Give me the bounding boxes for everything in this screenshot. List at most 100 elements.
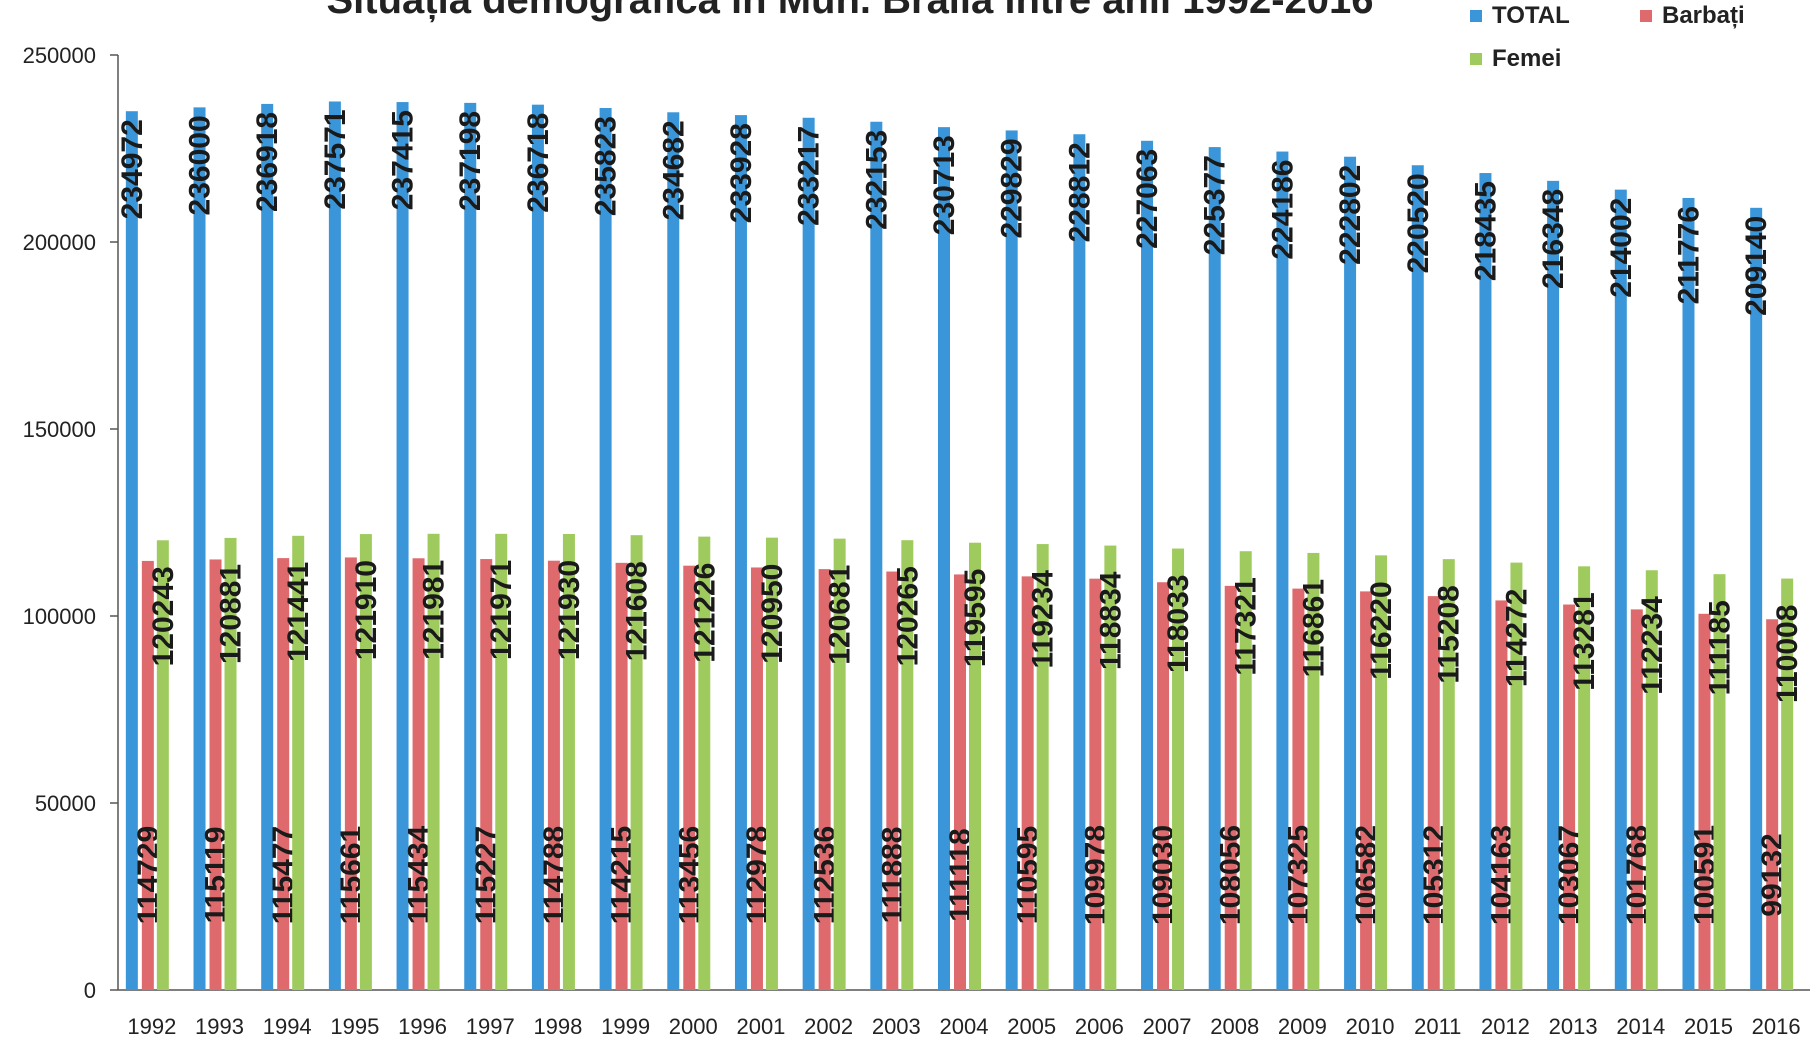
data-label: 120681 [824,565,857,665]
bar-barba-i: Barbați 2015: 100591 [1698,613,1711,990]
bar-total: TOTAL 2007: 227063 [1141,140,1154,991]
x-tick-label: 2008 [1210,1014,1259,1039]
bar-total: TOTAL 2010: 222802 [1344,156,1357,990]
data-label: 218435 [1469,181,1502,281]
bar-femei: Femei 2002: 120681 [833,538,846,990]
x-tick-label: 2012 [1481,1014,1530,1039]
data-label: 115208 [1433,585,1466,683]
x-tick-label: 2003 [872,1014,921,1039]
y-tick-label: 0 [84,978,96,1003]
bar-femei: Femei 2004: 119595 [969,542,981,990]
bar-total: TOTAL 2016: 209140 [1750,207,1763,990]
x-tick-label: 2002 [804,1014,853,1039]
bar-barba-i: Barbați 2007: 109030 [1157,582,1170,990]
x-tick-label: 1996 [398,1014,447,1039]
legend-swatch [1470,53,1482,65]
data-label: 236718 [522,113,555,213]
bar-total: TOTAL 1999: 235823 [599,108,612,991]
bar-femei: Femei 2005: 119234 [1036,544,1049,990]
x-tick-label: 1994 [263,1014,312,1039]
data-label: 234682 [657,120,690,220]
x-tick-label: 2007 [1143,1014,1192,1039]
x-tick-label: 2011 [1414,1014,1461,1039]
bar-femei: Femei 1994: 121441 [292,535,305,990]
bar-barba-i: Barbați 2000: 113456 [683,565,696,990]
x-tick-label: 1995 [330,1014,379,1039]
bar-total: TOTAL 2005: 229829 [1005,130,1018,990]
bar-femei: Femei 2006: 118834 [1104,545,1117,990]
data-label: 235823 [590,116,623,216]
data-label: 230713 [928,135,961,235]
bar-total: TOTAL 2004: 230713 [938,127,950,991]
bar-barba-i: Barbați 2009: 107325 [1292,588,1305,990]
data-label: 236000 [184,115,217,215]
bar-femei: Femei 1999: 121608 [630,535,643,990]
bar-total: TOTAL 2014: 214002 [1614,189,1627,991]
bar-barba-i: Barbați 1999: 114215 [615,562,628,990]
bar-barba-i: Barbați 2013: 103067 [1563,604,1576,990]
x-tick-label: 1997 [466,1014,515,1039]
bar-barba-i: Barbați 2005: 110595 [1021,576,1034,990]
data-label: 121910 [350,560,383,660]
x-tick-label: 2000 [669,1014,718,1039]
data-label: 233928 [725,123,758,223]
bar-barba-i: Barbați 2010: 106582 [1360,591,1373,990]
data-label: 216348 [1537,189,1570,289]
y-tick-label: 200000 [23,230,96,255]
bar-femei: Femei 2007: 118033 [1172,548,1185,990]
bar-femei: Femei 2008: 117321 [1239,551,1252,990]
bar-femei: Femei 2015: 111185 [1713,574,1726,990]
y-tick-label: 150000 [23,417,96,442]
x-tick-label: 1999 [601,1014,650,1039]
bar-total: TOTAL 2015: 211776 [1682,197,1695,990]
data-label: 234972 [116,119,149,219]
bar-barba-i: Barbați 2004: 111118 [954,574,966,990]
data-label: 114272 [1500,589,1533,687]
data-label: 120950 [756,564,789,664]
data-label: 113281 [1568,592,1601,690]
data-label: 224186 [1266,160,1299,260]
data-label: 116861 [1297,579,1330,677]
bar-barba-i: Barbați 2016: 99132 [1766,619,1779,990]
bar-barba-i: Barbați 2006: 109978 [1089,578,1102,990]
bar-barba-i: Barbați 2008: 108056 [1224,585,1237,990]
data-label: 118033 [1162,575,1195,673]
legend-swatch [1470,10,1482,22]
x-tick-label: 2014 [1616,1014,1665,1039]
data-label: 120265 [891,566,924,666]
bar-femei: Femei 1993: 120881 [224,537,237,990]
bar-total: TOTAL 1992: 234972 [125,111,138,991]
y-tick-label: 50000 [35,791,96,816]
bar-femei: Femei 2014: 112234 [1645,570,1658,990]
x-tick-label: 2006 [1075,1014,1124,1039]
data-label: 222802 [1334,165,1367,265]
x-tick-label: 2010 [1346,1014,1395,1039]
bar-barba-i: Barbați 1994: 115477 [277,558,290,990]
bar-barba-i: Barbați 1996: 115434 [412,558,425,990]
bar-femei: Femei 2009: 116861 [1307,552,1320,990]
bar-femei: Femei 2001: 120950 [765,537,778,990]
data-label: 227063 [1131,149,1164,249]
bar-barba-i: Barbați 1995: 115661 [344,557,357,990]
x-tick-label: 2001 [736,1014,785,1039]
bar-total: TOTAL 2000: 234682 [667,112,680,991]
bar-femei: Femei 1997: 121971 [495,533,508,990]
bar-total: TOTAL 2009: 224186 [1276,151,1289,990]
data-label: 225377 [1199,155,1232,255]
bar-femei: Femei 2013: 113281 [1578,566,1591,990]
chart-title: Situația demografică în Mun. Brăila într… [326,0,1374,22]
data-label: 111185 [1703,600,1736,695]
x-tick-label: 1992 [127,1014,176,1039]
bar-femei: Femei 2016: 110008 [1781,578,1794,990]
bar-total: TOTAL 2002: 233217 [802,117,815,990]
bar-barba-i: Barbați 2003: 111888 [886,571,899,990]
bar-barba-i: Barbați 2011: 105312 [1427,596,1440,990]
x-tick-label: 2016 [1752,1014,1801,1039]
bar-femei: Femei 1992: 120243 [156,540,169,990]
bar-total: TOTAL 2006: 228812 [1073,134,1086,991]
bar-femei: Femei 1998: 121930 [562,533,575,990]
data-label: 211776 [1672,206,1705,304]
data-label: 233217 [793,126,826,226]
data-label: 121930 [553,560,586,660]
bar-total: TOTAL 2012: 218435 [1479,173,1492,990]
